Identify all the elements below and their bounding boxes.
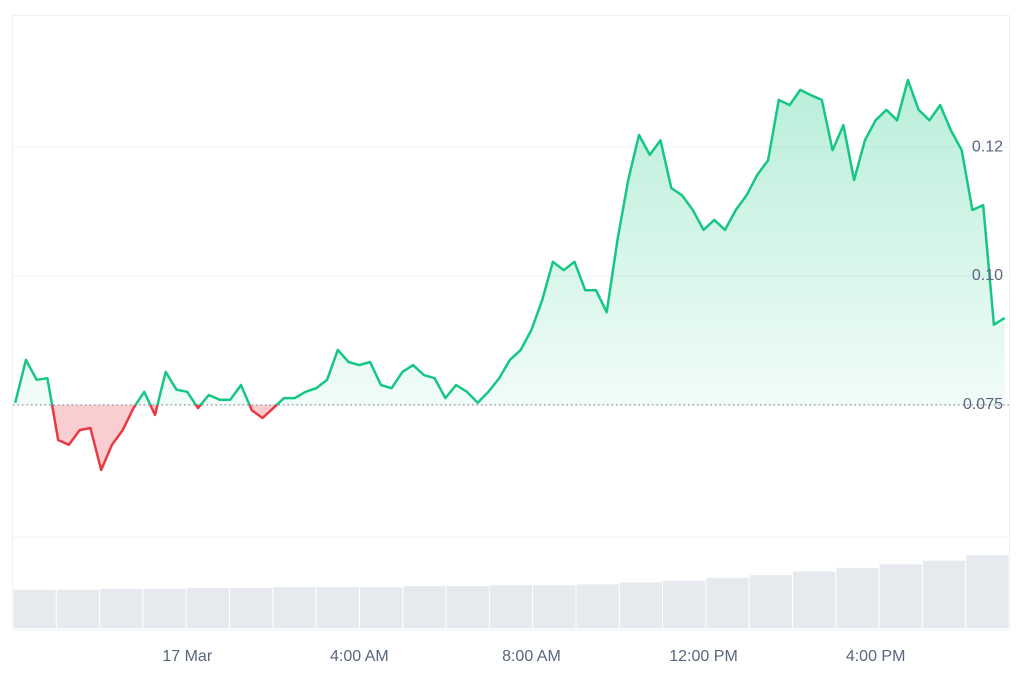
price-line — [13, 78, 1006, 472]
volume-bar — [533, 585, 576, 628]
volume-bar — [879, 564, 922, 628]
volume-bar — [576, 584, 619, 628]
volume-bar — [13, 589, 56, 628]
volume-bar — [56, 589, 100, 628]
volume-bar — [186, 587, 230, 628]
volume-bar — [663, 580, 706, 628]
volume-bar — [316, 587, 359, 628]
volume-bar — [792, 571, 836, 628]
x-tick-label: 17 Mar — [162, 648, 212, 665]
volume-bar — [836, 567, 879, 628]
volume-bar — [143, 588, 186, 628]
volume-bar — [619, 582, 663, 628]
volume-bar — [273, 587, 316, 628]
volume-bar — [922, 560, 966, 628]
x-tick-label: 12:00 PM — [669, 648, 737, 665]
y-tick-label: 0.10 — [972, 267, 1003, 284]
price-area — [15, 80, 1005, 470]
y-tick-label: 0.12 — [972, 138, 1003, 155]
volume-bar — [230, 587, 273, 628]
volume-bar — [749, 575, 792, 628]
volume-bar — [446, 586, 489, 628]
x-tick-label: 4:00 PM — [846, 648, 906, 665]
x-tick-label: 4:00 AM — [330, 648, 389, 665]
volume-bar — [359, 587, 403, 628]
volume-bar — [966, 555, 1009, 628]
x-tick-label: 8:00 AM — [502, 648, 561, 665]
y-tick-label: 0.075 — [963, 396, 1003, 413]
chart-frame — [12, 15, 1010, 630]
volume-bar — [489, 585, 533, 628]
volume-bar — [403, 586, 446, 628]
volume-bar — [100, 588, 143, 628]
volume-bar — [706, 577, 749, 628]
